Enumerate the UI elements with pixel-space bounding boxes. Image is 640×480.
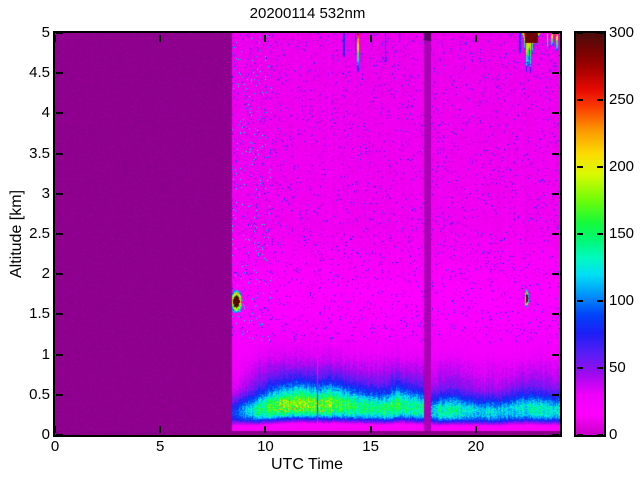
chart-title: 20200114 532nm	[249, 5, 366, 22]
y-tick-right	[552, 152, 559, 155]
y-tick	[56, 313, 63, 316]
y-tick-right	[552, 32, 559, 34]
y-tick-label: 3	[41, 184, 50, 202]
y-tick	[56, 353, 63, 356]
colorbar-tick-label: 300	[609, 24, 635, 41]
colorbar-tick	[577, 434, 583, 436]
y-tick	[56, 112, 63, 115]
y-tick-right	[552, 353, 559, 356]
colorbar-tick-right	[597, 99, 603, 101]
y-tick-right	[552, 273, 559, 276]
y-tick-right	[552, 233, 559, 235]
colorbar-tick-label: 50	[609, 359, 626, 376]
x-tick-label: 10	[257, 438, 274, 455]
plot-area	[53, 31, 562, 437]
y-tick	[56, 192, 63, 195]
colorbar-tick-label: 0	[609, 426, 618, 443]
colorbar-tick-right	[597, 367, 603, 369]
y-tick-right	[552, 313, 559, 316]
y-tick-label: 0	[41, 426, 50, 443]
y-tick-label: 0.5	[29, 385, 50, 403]
colorbar-tick-label: 250	[609, 91, 635, 108]
colorbar-tick-right	[597, 166, 603, 168]
x-tick-top	[264, 35, 267, 42]
y-tick	[56, 32, 63, 34]
y-tick-label: 3.5	[29, 144, 50, 162]
x-axis-label: UTC Time	[271, 456, 343, 473]
y-tick	[56, 273, 63, 276]
y-tick	[56, 233, 63, 235]
y-tick-label: 1.5	[29, 305, 50, 323]
x-tick	[474, 426, 477, 433]
x-tick	[264, 426, 267, 433]
x-tick-label: 0	[50, 438, 60, 455]
y-tick	[56, 152, 63, 155]
y-tick-right	[552, 112, 559, 115]
x-tick-top	[54, 35, 56, 42]
colorbar-tick	[577, 233, 583, 235]
x-tick-label: 15	[362, 438, 379, 455]
colorbar-tick-label: 100	[609, 292, 635, 309]
x-tick	[54, 426, 56, 433]
x-tick-top	[474, 35, 477, 42]
colorbar-tick	[577, 99, 583, 101]
y-tick-label: 4.5	[29, 64, 50, 82]
y-tick	[56, 434, 63, 436]
y-tick-right	[552, 192, 559, 195]
y-tick-label: 5	[41, 24, 50, 41]
y-tick-label: 4	[41, 104, 50, 122]
x-tick	[159, 426, 162, 433]
heatmap-canvas	[55, 33, 560, 435]
y-tick-label: 1	[41, 345, 50, 363]
colorbar-tick-right	[597, 32, 603, 34]
y-tick	[56, 72, 63, 75]
colorbar-tick-label: 200	[609, 158, 635, 175]
y-tick	[56, 393, 63, 396]
colorbar-tick	[577, 166, 583, 168]
x-tick-label: 20	[467, 438, 485, 455]
colorbar-tick-label: 150	[609, 225, 635, 242]
y-tick-label: 2	[41, 265, 50, 283]
x-tick-top	[159, 35, 162, 42]
x-tick-label: 5	[156, 438, 165, 455]
y-tick-right	[552, 72, 559, 75]
colorbar-tick	[577, 32, 583, 34]
x-tick-top	[369, 35, 372, 42]
colorbar-tick-right	[597, 434, 603, 436]
y-tick-label: 2.5	[29, 225, 50, 242]
colorbar-tick-right	[597, 300, 603, 302]
colorbar-tick-right	[597, 233, 603, 235]
y-tick-right	[552, 434, 559, 436]
y-tick-right	[552, 393, 559, 396]
x-tick	[369, 426, 372, 433]
colorbar-tick	[577, 367, 583, 369]
colorbar-tick	[577, 300, 583, 302]
